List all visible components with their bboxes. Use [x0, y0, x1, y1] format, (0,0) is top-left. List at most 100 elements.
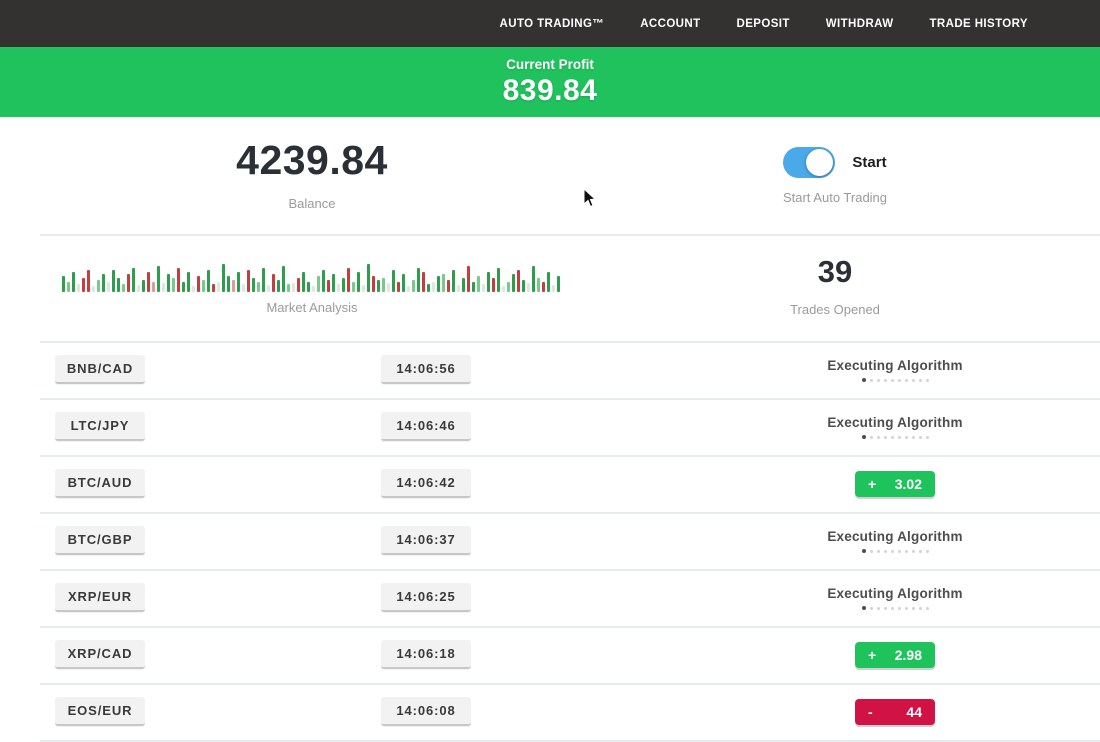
toggle-knob-icon — [806, 149, 834, 176]
progress-dot — [911, 606, 915, 610]
candle-bar — [407, 286, 410, 292]
nav-item-deposit[interactable]: DEPOSIT — [736, 17, 790, 30]
row-separator — [40, 398, 1100, 400]
candle-bar — [422, 272, 425, 292]
trades-list: BNB/CAD 14:06:56 Executing Algorithm LTC/JP… — [0, 341, 1100, 742]
candle-bar — [127, 274, 130, 292]
candle-bar — [337, 284, 340, 292]
toggle-label: Start — [852, 154, 887, 171]
candle-bar — [132, 268, 135, 292]
result-sign: + — [868, 475, 877, 492]
candle-bar — [367, 264, 370, 292]
progress-dot — [925, 549, 929, 553]
candle-bar — [97, 280, 100, 292]
progress-dot — [904, 378, 908, 382]
progress-dot — [925, 378, 929, 382]
pair-chip: BTC/GBP — [55, 526, 145, 555]
row-separator — [40, 341, 1100, 343]
balance-section: 4239.84 Balance Start Start Auto Trading — [0, 117, 1100, 236]
candle-bar — [62, 276, 65, 292]
profit-badge: +3.02 — [855, 470, 935, 497]
progress-dot — [925, 435, 929, 439]
executing-algorithm-label: Executing Algorithm — [827, 357, 963, 373]
candle-bar — [517, 270, 520, 292]
trade-row: EOS/EUR 14:06:08 - 44 — [0, 683, 1100, 740]
section-divider — [40, 234, 1100, 236]
progress-dot — [918, 606, 922, 610]
candle-bar — [427, 284, 430, 292]
executing-algorithm-label: Executing Algorithm — [827, 585, 963, 601]
row-separator — [40, 569, 1100, 571]
candle-bar — [362, 285, 365, 292]
candle-bar — [252, 278, 255, 292]
nav-item-auto-trading[interactable]: AUTO TRADING™ — [499, 17, 605, 30]
progress-dot — [883, 549, 887, 553]
candle-bar — [457, 285, 460, 292]
progress-dot — [883, 435, 887, 439]
candle-bar — [452, 270, 455, 292]
row-separator — [40, 626, 1100, 628]
candle-bar — [212, 284, 215, 292]
progress-dot — [904, 549, 908, 553]
candle-bar — [237, 272, 240, 292]
candle-bar — [497, 268, 500, 292]
pair-chip: BNB/CAD — [55, 355, 145, 384]
candle-bar — [432, 282, 435, 292]
progress-dot — [918, 378, 922, 382]
current-profit-value: 839.84 — [502, 73, 598, 107]
trade-row: BTC/GBP 14:06:37 Executing Algorithm — [0, 512, 1100, 569]
candle-bar — [312, 286, 315, 292]
progress-dot — [861, 548, 866, 553]
progress-dot — [897, 435, 901, 439]
progress-dots — [760, 434, 1030, 439]
balance-value: 4239.84 — [236, 137, 388, 183]
candle-bar — [347, 268, 350, 292]
row-separator — [40, 455, 1100, 457]
progress-dot — [876, 606, 880, 610]
candle-bar — [467, 266, 470, 292]
progress-dot — [911, 435, 915, 439]
candle-bar — [77, 284, 80, 292]
time-chip: 14:06:18 — [381, 640, 471, 669]
progress-dot — [904, 606, 908, 610]
candle-bar — [267, 285, 270, 292]
candle-bar — [487, 272, 490, 292]
candle-bar — [302, 272, 305, 292]
trade-row: LTC/JPY 14:06:46 Executing Algorithm — [0, 398, 1100, 455]
result-value: 2.98 — [894, 646, 922, 663]
progress-dot — [890, 549, 894, 553]
nav-item-account[interactable]: ACCOUNT — [640, 17, 701, 30]
candle-bar — [502, 286, 505, 292]
candle-bar — [297, 278, 300, 292]
candle-bar — [102, 274, 105, 292]
candle-bar — [382, 278, 385, 292]
candle-bar — [442, 274, 445, 292]
progress-dots — [760, 605, 1030, 610]
nav-item-withdraw[interactable]: WITHDRAW — [825, 17, 894, 30]
pair-chip: LTC/JPY — [55, 412, 145, 441]
profit-badge: +2.98 — [855, 641, 935, 668]
balance-label: Balance — [288, 196, 336, 211]
nav-item-trade-history[interactable]: TRADE HISTORY — [929, 17, 1028, 30]
market-analysis-label: Market Analysis — [266, 300, 358, 315]
auto-trading-toggle[interactable] — [783, 147, 836, 178]
candle-bar — [247, 270, 250, 292]
candle-bar — [402, 274, 405, 292]
candle-bar — [182, 282, 185, 292]
progress-dot — [890, 435, 894, 439]
progress-dot — [918, 435, 922, 439]
candle-bar — [112, 270, 115, 292]
trades-opened-block: 39 Trades Opened — [624, 236, 1100, 341]
progress-dot — [918, 549, 922, 553]
candle-bar — [332, 274, 335, 292]
progress-dot — [876, 435, 880, 439]
trades-opened-value: 39 — [817, 254, 853, 289]
time-chip: 14:06:56 — [381, 355, 471, 384]
progress-dot — [869, 378, 873, 382]
pair-chip: EOS/EUR — [55, 697, 145, 726]
progress-dot — [876, 378, 880, 382]
candle-bar — [82, 278, 85, 292]
candle-bar — [477, 276, 480, 292]
candle-bar — [372, 276, 375, 292]
candle-bar — [167, 274, 170, 292]
